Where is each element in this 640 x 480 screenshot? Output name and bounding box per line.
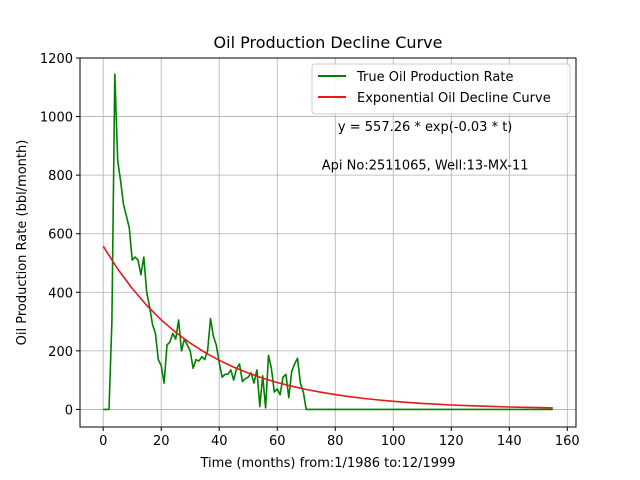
y-tick-label: 0 xyxy=(65,403,73,418)
x-tick-label: 0 xyxy=(99,434,107,449)
legend-box xyxy=(311,63,571,115)
annotations: y = 557.26 * exp(-0.03 * t) Api No:251106… xyxy=(322,120,529,173)
x-tick-label: 80 xyxy=(327,434,344,449)
plot-frame xyxy=(79,57,577,428)
y-tick-label: 1200 xyxy=(40,52,73,67)
legend-label-exp-curve: Exponential Oil Decline Curve xyxy=(357,91,551,106)
y-axis-label: Oil Production Rate (bbl/month) xyxy=(15,140,30,346)
x-tick-label: 120 xyxy=(439,434,464,449)
x-tick-label: 140 xyxy=(497,434,522,449)
x-tick-label: 100 xyxy=(381,434,406,449)
chart-title: Oil Production Decline Curve xyxy=(214,33,443,52)
legend: True Oil Production Rate Exponential Oil… xyxy=(311,63,571,115)
y-tick-label: 1000 xyxy=(40,111,73,126)
annotation-text: Api No:2511065, Well:13-MX-11 xyxy=(322,158,529,173)
x-tick-label: 40 xyxy=(211,434,228,449)
x-tick-label: 160 xyxy=(555,434,580,449)
ticks: 0 20 40 60 80 100 120 140 160 0 200 400 600 800 1000 12… xyxy=(40,52,580,449)
legend-label-true-rate: True Oil Production Rate xyxy=(356,70,513,85)
series-line-true-rate xyxy=(103,73,553,411)
series-line-exp-curve xyxy=(102,245,553,409)
y-tick-label: 200 xyxy=(48,345,73,360)
annotation-text: y = 557.26 * exp(-0.03 * t) xyxy=(338,120,512,135)
y-tick-label: 400 xyxy=(48,286,73,301)
series-layer xyxy=(102,73,553,411)
x-axis-label: Time (months) from:1/1986 to:12/1999 xyxy=(199,456,455,471)
x-tick-label: 20 xyxy=(153,434,170,449)
y-tick-label: 800 xyxy=(48,169,73,184)
y-tick-label: 600 xyxy=(48,228,73,243)
x-tick-label: 60 xyxy=(269,434,286,449)
